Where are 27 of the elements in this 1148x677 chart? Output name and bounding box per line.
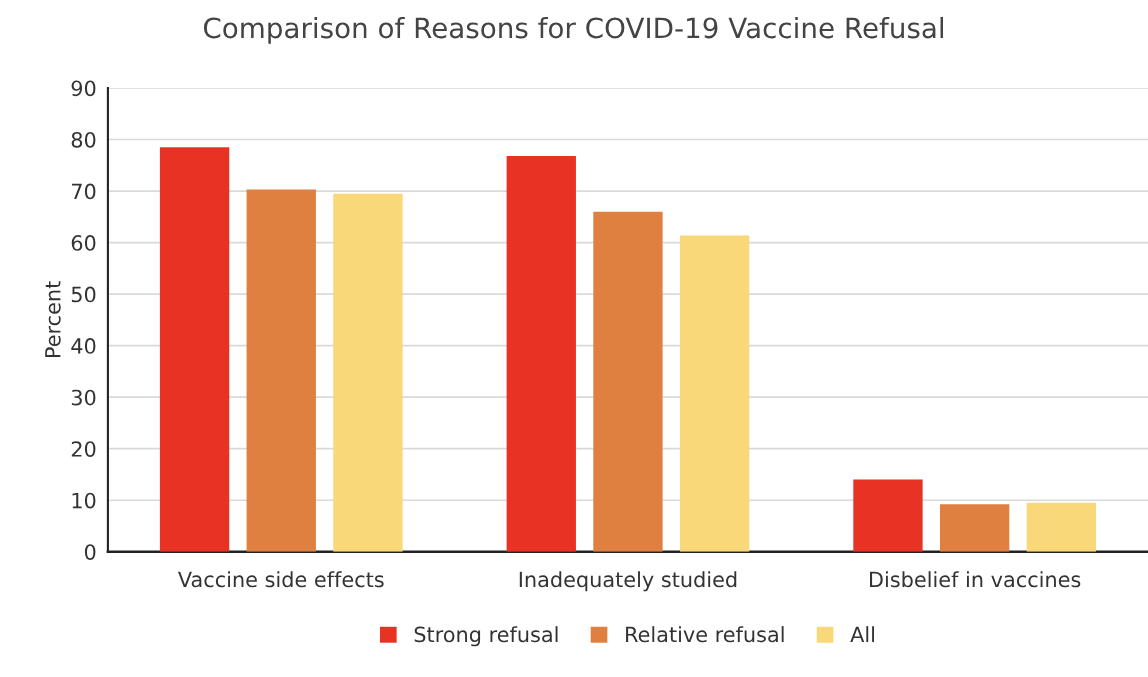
y-tick-label: 80 (71, 131, 96, 148)
bar (593, 211, 663, 552)
bar (246, 189, 316, 552)
bar (333, 193, 403, 552)
bar (159, 147, 230, 552)
y-tick-label: 30 (71, 389, 96, 406)
y-tick-label: 40 (71, 338, 96, 354)
bar (506, 156, 576, 552)
x-tick-label: Vaccine side effects (178, 571, 384, 588)
bar (679, 235, 750, 552)
y-tick-label: 50 (71, 286, 96, 303)
y-tick-label: 70 (72, 183, 96, 200)
x-tick-label: Inadequately studied (519, 571, 737, 592)
bar (939, 504, 1010, 552)
chart-title: Comparison of Reasons for COVID-19 Vaccine Refusal (203, 16, 944, 44)
y-tick-label: 10 (72, 492, 96, 509)
bar (1026, 502, 1096, 552)
y-tick-label: 90 (71, 80, 96, 97)
legend-label: Strong refusal (414, 626, 558, 647)
y-tick-label: 20 (71, 441, 96, 457)
y-tick-label: 0 (84, 544, 96, 560)
legend-label: All (850, 626, 874, 642)
x-tick-label: Disbelief in vaccines (870, 571, 1081, 588)
legend-label: Relative refusal (626, 626, 784, 643)
bar (853, 479, 923, 552)
y-axis-title: Percent (45, 281, 61, 358)
y-tick-label: 60 (71, 235, 96, 251)
